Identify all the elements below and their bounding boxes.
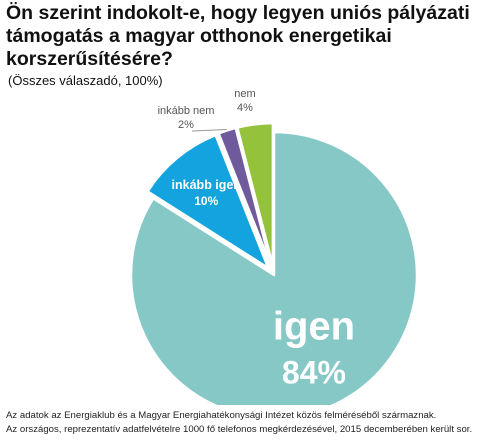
pie-slice-igen: [129, 130, 419, 405]
slice-label-inkább-igen: inkább igen: [172, 178, 241, 192]
leader-line-inkább-nem: [191, 128, 227, 132]
chart-title: Ön szerint indokolt-e, hogy legyen uniós…: [6, 2, 470, 70]
pie-slice-inkább-igen: [146, 133, 270, 270]
footnote-method: Az országos, reprezentatív adatfelvételr…: [6, 423, 473, 435]
slice-label-inkább-nem: inkább nem: [158, 105, 215, 117]
slice-value-igen: 84%: [282, 355, 346, 391]
slice-value-nem: 4%: [237, 102, 253, 114]
pie-slice-nem: [236, 121, 275, 268]
pie-chart: igen 84% inkább igen 10% inkább nem 2% nem 4%: [129, 88, 419, 405]
footnotes: Az adatok az Energiaklub és a Magyar Ene…: [6, 409, 498, 436]
slice-value-inkább-nem: 2%: [178, 119, 194, 131]
footnote-source: Az adatok az Energiaklub és a Magyar Ene…: [6, 410, 437, 421]
slice-label-nem: nem: [234, 88, 255, 100]
slice-label-igen: igen: [273, 305, 355, 349]
slice-value-inkább-igen: 10%: [194, 194, 218, 208]
pie-slice-inkább-nem: [217, 126, 273, 268]
chart-subtitle: (Összes válaszadó, 100%): [8, 73, 163, 88]
